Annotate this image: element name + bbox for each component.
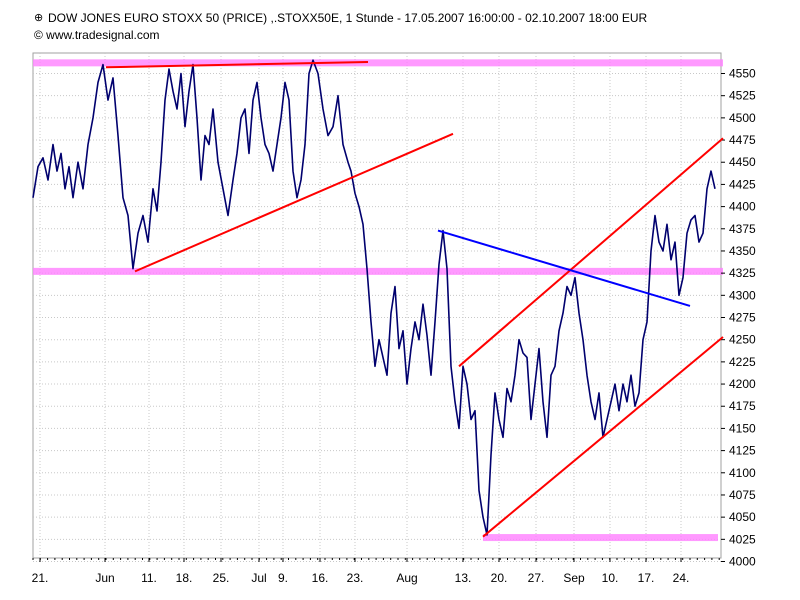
series: [32, 59, 716, 536]
y-tick-label: 4200: [729, 377, 756, 391]
zone-4027: [483, 534, 718, 542]
y-tick-label: 4125: [729, 444, 756, 458]
trendline-resistance: [105, 60, 369, 69]
x-tick-label: Sep: [563, 571, 585, 585]
x-tick-label: Jun: [95, 571, 114, 585]
zones: [33, 59, 723, 542]
x-tick-label: Aug: [396, 571, 417, 585]
zone-4327: [33, 267, 723, 275]
x-tick-label: 20.: [491, 571, 508, 585]
x-tick-label: 18.: [176, 571, 193, 585]
x-tick-label: Jul: [251, 571, 266, 585]
y-tick-label: 4250: [729, 333, 756, 347]
x-tick-label: 21.: [32, 571, 49, 585]
copyright-row: © www.tradesignal.com: [34, 26, 794, 43]
x-tick-label: 13.: [455, 571, 472, 585]
x-tick-label: 16.: [312, 571, 329, 585]
y-tick-label: 4050: [729, 510, 756, 524]
trendlines: [105, 60, 724, 538]
x-tick-label: 9.: [278, 571, 288, 585]
x-tick-label: 24.: [673, 571, 690, 585]
y-tick-label: 4550: [729, 67, 756, 81]
y-tick-label: 4075: [729, 488, 756, 502]
trendline-channel-upper: [458, 137, 724, 368]
y-tick-label: 4025: [729, 532, 756, 546]
x-tick-label: 23.: [347, 571, 364, 585]
y-tick-label: 4000: [729, 555, 756, 569]
y-tick-label: 4175: [729, 399, 756, 413]
y-tick-label: 4275: [729, 311, 756, 325]
y-tick-label: 4375: [729, 222, 756, 236]
y-tick-label: 4225: [729, 355, 756, 369]
x-tick-label: 17.: [638, 571, 655, 585]
y-tick-label: 4150: [729, 421, 756, 435]
y-tick-label: 4400: [729, 200, 756, 214]
title-row: ⊕ DOW JONES EURO STOXX 50 (PRICE) ,.STOX…: [34, 9, 794, 26]
y-tick-label: 4525: [729, 89, 756, 103]
y-tick-label: 4300: [729, 288, 756, 302]
y-tick-label: 4425: [729, 177, 756, 191]
x-axis: 21. Jun 11. 18. 25. Jul 9. 16. 23. Aug 13. 20. 27. Se…: [32, 558, 720, 585]
chart-header: ⊕ DOW JONES EURO STOXX 50 (PRICE) ,.STOX…: [34, 9, 794, 43]
y-tick-label: 4325: [729, 266, 756, 280]
zone-4560: [33, 59, 723, 67]
y-tick-label: 4100: [729, 466, 756, 480]
trendline-support-triangle: [134, 132, 454, 273]
y-tick-label: 4350: [729, 244, 756, 258]
price-series-line: [32, 59, 716, 536]
chart-title: DOW JONES EURO STOXX 50 (PRICE) ,.STOXX5…: [48, 10, 648, 25]
trendline-falling-line: [437, 229, 691, 307]
trendline-channel-lower: [482, 336, 724, 538]
x-tick-label: 10.: [602, 571, 619, 585]
copyright-text: © www.tradesignal.com: [34, 27, 160, 42]
y-axis: 4000 4025 4050 4075 4100 4125 4150 4175 4200 4225…: [721, 67, 756, 569]
x-tick-label: 11.: [141, 571, 157, 585]
y-tick-label: 4450: [729, 155, 756, 169]
y-tick-label: 4475: [729, 133, 756, 147]
x-tick-label: 27.: [528, 571, 545, 585]
x-tick-label: 25.: [213, 571, 230, 585]
chart-settings-icon[interactable]: ⊕: [34, 12, 44, 24]
plot-area: [32, 52, 722, 559]
y-tick-label: 4500: [729, 111, 756, 125]
